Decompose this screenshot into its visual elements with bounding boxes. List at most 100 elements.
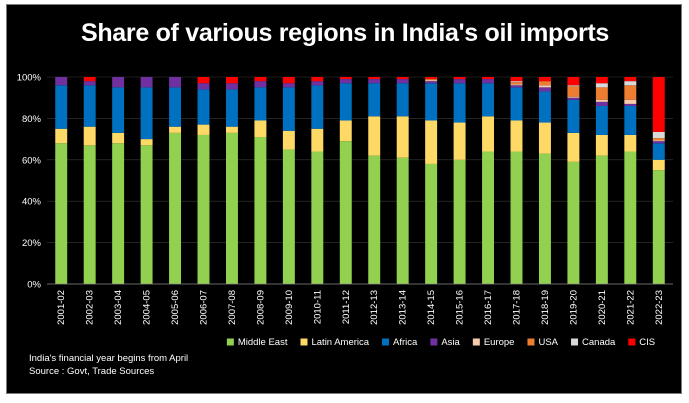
bar-segment <box>112 77 125 88</box>
bar-segment <box>567 96 580 98</box>
bar-segment <box>595 155 608 284</box>
y-tick-label: 0% <box>27 280 41 291</box>
x-tick-label: 2011-12 <box>341 290 352 324</box>
bar-segment <box>510 77 523 82</box>
bar-segment <box>55 85 68 129</box>
bar-segment <box>254 81 267 88</box>
bar-segment <box>567 86 580 97</box>
bar-segment <box>311 85 324 129</box>
bar-segment <box>396 83 409 117</box>
x-tick-label: 2022-23 <box>654 290 665 325</box>
bar-segment <box>140 145 153 284</box>
bar-segment <box>140 139 153 146</box>
chart-title: Share of various regions in India's oil … <box>80 19 610 47</box>
y-tick-label: 60% <box>22 155 42 166</box>
bar-segment <box>83 77 96 82</box>
bar-segment <box>225 89 238 127</box>
bar-segment <box>197 83 210 90</box>
bar-segment <box>510 81 523 83</box>
bar-segment <box>652 140 665 142</box>
legend-label: Europe <box>484 337 515 348</box>
bar-segment <box>510 120 523 152</box>
bar-segment <box>169 87 182 127</box>
legend: Middle East Latin America Africa Asia Europe… <box>226 337 655 348</box>
bar-segment <box>282 83 295 88</box>
bar-segment <box>339 77 352 80</box>
bar-segment <box>595 87 608 100</box>
bar-segment <box>254 120 267 138</box>
bar-segment <box>311 128 324 152</box>
bar-segment <box>567 77 580 86</box>
bar-segment <box>595 99 608 102</box>
x-tick-label: 2008-09 <box>255 290 266 325</box>
x-tick-label: 2021-22 <box>625 290 636 325</box>
bar-segment <box>595 134 608 156</box>
bar-segment <box>169 132 182 284</box>
bar-segment <box>368 79 381 84</box>
bar-segment <box>112 132 125 144</box>
x-tick-label: 2020-21 <box>597 290 608 325</box>
bar-segment <box>55 77 68 86</box>
bar-segment <box>368 155 381 284</box>
bar-segment <box>225 83 238 90</box>
bar-segment <box>510 87 523 121</box>
x-tick-label: 2012-13 <box>369 290 380 325</box>
bar-segment <box>368 116 381 156</box>
x-tick-label: 2004-05 <box>142 290 153 325</box>
legend-swatch <box>472 338 480 346</box>
bar-segment <box>169 126 182 133</box>
bar-segment <box>311 151 324 284</box>
bar-segment <box>368 77 381 80</box>
chart-frame: Share of various regions in India's oil … <box>6 4 682 394</box>
bar-segment <box>624 81 637 86</box>
x-tick-label: 2010-11 <box>312 290 323 324</box>
bar-segment <box>225 77 238 84</box>
bar-segment <box>624 99 637 104</box>
bar-segment <box>453 122 466 160</box>
bar-segment <box>567 85 580 87</box>
bar-segment <box>425 81 438 84</box>
bar-segment <box>510 82 523 85</box>
bar-segment <box>624 103 637 106</box>
bar-segment <box>282 149 295 284</box>
bar-segment <box>482 151 495 284</box>
x-tick-label: 2015-16 <box>455 290 466 325</box>
bar-segment <box>482 79 495 84</box>
bar-segment <box>83 85 96 127</box>
y-tick-label: 40% <box>22 197 42 208</box>
bar-segment <box>538 81 551 86</box>
bar-segment <box>510 85 523 88</box>
bar-segment <box>538 122 551 154</box>
bar-segment <box>396 157 409 284</box>
bar-segment <box>425 80 438 82</box>
bar-segment <box>624 151 637 284</box>
bar-segment <box>595 77 608 84</box>
legend-label: Middle East <box>238 337 288 348</box>
bar-segment <box>453 79 466 84</box>
bar-segment <box>396 116 409 158</box>
bar-segment <box>55 128 68 144</box>
bar-segment <box>83 126 96 146</box>
bar-segment <box>197 124 210 135</box>
bar-segment <box>311 77 324 82</box>
bar-segment <box>453 159 466 284</box>
bar-segment <box>225 132 238 284</box>
legend-swatch <box>226 338 234 346</box>
bar-segment <box>538 87 551 92</box>
bar-segment <box>538 91 551 123</box>
legend-label: USA <box>538 337 558 348</box>
bar-segment <box>652 77 665 132</box>
bar-segment <box>55 143 68 284</box>
bar-segment <box>83 81 96 86</box>
x-tick-label: 2005-06 <box>170 290 181 325</box>
bar-segment <box>652 170 665 284</box>
legend-swatch <box>571 338 579 346</box>
bar-segment <box>254 87 267 121</box>
bar-segment <box>425 77 438 80</box>
bar-segment <box>567 161 580 284</box>
bar-segment <box>510 151 523 284</box>
legend-label: CIS <box>639 337 655 348</box>
bar-segment <box>197 89 210 125</box>
y-tick-label: 20% <box>22 238 42 249</box>
bar-segment <box>282 77 295 84</box>
